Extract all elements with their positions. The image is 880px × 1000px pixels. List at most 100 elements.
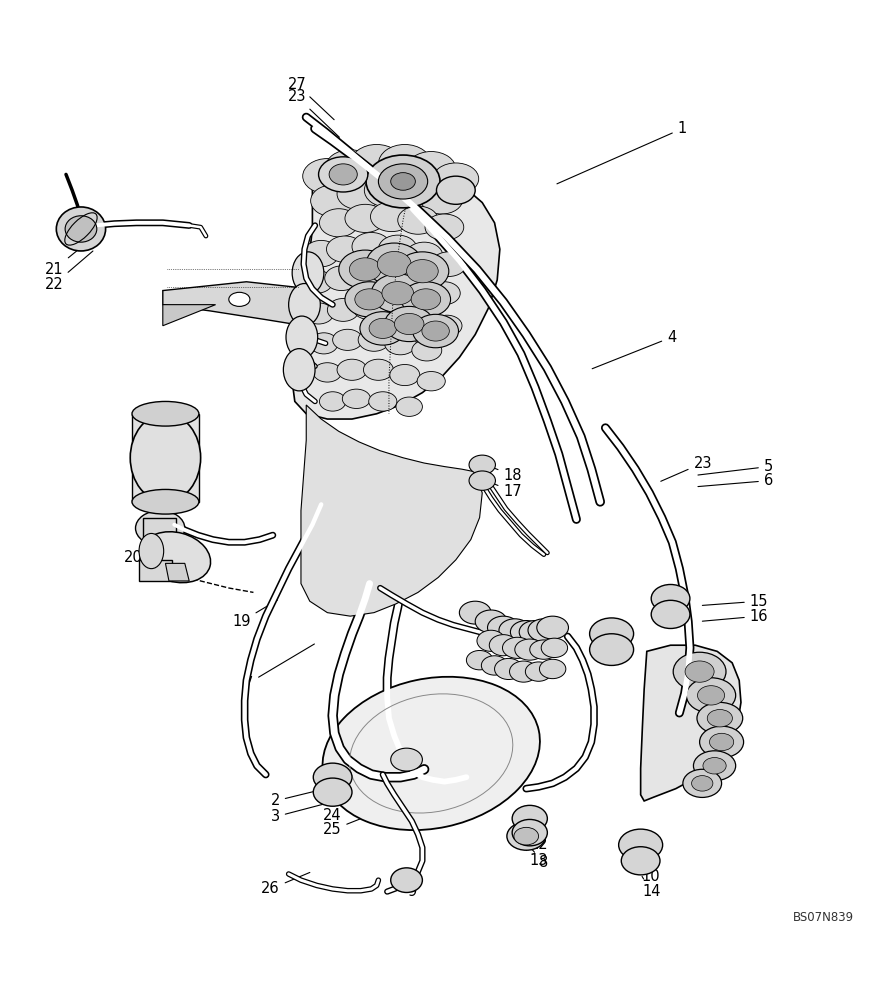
Ellipse shape [303,159,352,194]
Ellipse shape [378,144,431,183]
Text: 12: 12 [526,834,548,852]
Ellipse shape [139,533,164,569]
Ellipse shape [539,659,566,679]
Ellipse shape [412,340,442,361]
Ellipse shape [371,274,424,313]
Ellipse shape [345,204,385,232]
Text: 10: 10 [642,861,661,884]
Ellipse shape [319,157,368,192]
Ellipse shape [398,206,438,234]
Ellipse shape [417,372,445,391]
Ellipse shape [378,164,428,199]
Ellipse shape [229,292,250,306]
Ellipse shape [686,678,736,713]
Ellipse shape [590,634,634,665]
Ellipse shape [364,174,410,207]
Ellipse shape [142,532,210,583]
Ellipse shape [382,282,414,305]
Ellipse shape [333,329,363,350]
Ellipse shape [512,819,547,846]
Polygon shape [163,305,216,326]
Ellipse shape [413,314,458,348]
Ellipse shape [326,236,363,262]
Ellipse shape [319,209,358,237]
Polygon shape [292,155,500,419]
Ellipse shape [541,638,568,658]
Ellipse shape [349,258,381,281]
Ellipse shape [396,397,422,416]
Ellipse shape [304,240,339,267]
Ellipse shape [289,284,320,326]
Text: 5: 5 [698,459,774,475]
Ellipse shape [619,829,663,861]
Ellipse shape [431,252,466,276]
Ellipse shape [590,618,634,650]
Ellipse shape [510,661,538,682]
Ellipse shape [692,776,713,791]
Text: 17: 17 [488,482,522,499]
Ellipse shape [525,662,552,681]
Text: 4: 4 [592,330,677,369]
Polygon shape [132,414,199,502]
Ellipse shape [421,184,463,214]
Ellipse shape [512,805,547,832]
Ellipse shape [651,584,690,613]
Ellipse shape [301,270,333,293]
Text: 24: 24 [323,798,374,823]
Ellipse shape [304,303,334,324]
Ellipse shape [530,640,558,659]
Ellipse shape [477,630,505,651]
Text: 14: 14 [642,876,661,899]
Ellipse shape [390,364,420,386]
Ellipse shape [385,332,416,355]
Ellipse shape [353,297,386,320]
Ellipse shape [507,822,546,850]
Ellipse shape [313,363,341,382]
Ellipse shape [499,619,531,642]
Ellipse shape [537,616,568,639]
Ellipse shape [685,661,715,682]
Ellipse shape [693,751,736,781]
Ellipse shape [379,299,413,322]
Ellipse shape [436,176,475,204]
Ellipse shape [366,155,440,208]
Ellipse shape [378,251,411,277]
Ellipse shape [394,313,424,335]
Ellipse shape [519,621,551,643]
Ellipse shape [136,511,185,546]
Text: 23: 23 [661,456,712,481]
Ellipse shape [369,392,397,411]
Ellipse shape [700,726,744,758]
Text: 15: 15 [702,594,768,609]
Ellipse shape [651,600,690,628]
Ellipse shape [352,232,391,261]
Ellipse shape [433,163,479,195]
Ellipse shape [311,185,355,217]
Ellipse shape [429,282,460,305]
Ellipse shape [495,658,523,680]
Ellipse shape [345,282,394,317]
Ellipse shape [709,733,734,751]
Text: 20: 20 [124,532,172,565]
Text: 16: 16 [702,609,768,624]
Ellipse shape [65,216,97,242]
Ellipse shape [378,235,417,263]
Polygon shape [163,282,312,326]
Ellipse shape [683,769,722,797]
Ellipse shape [326,150,375,185]
Ellipse shape [292,252,324,294]
Ellipse shape [404,273,437,296]
Ellipse shape [313,763,352,791]
Ellipse shape [708,710,732,727]
Ellipse shape [459,601,491,624]
Ellipse shape [132,401,199,426]
Text: 8: 8 [530,847,548,870]
Text: 3: 3 [271,804,323,824]
Polygon shape [143,518,176,540]
Ellipse shape [363,359,393,380]
Ellipse shape [466,650,493,670]
Text: 7: 7 [244,644,314,691]
Ellipse shape [313,778,352,806]
Ellipse shape [337,178,381,210]
Ellipse shape [329,164,357,185]
